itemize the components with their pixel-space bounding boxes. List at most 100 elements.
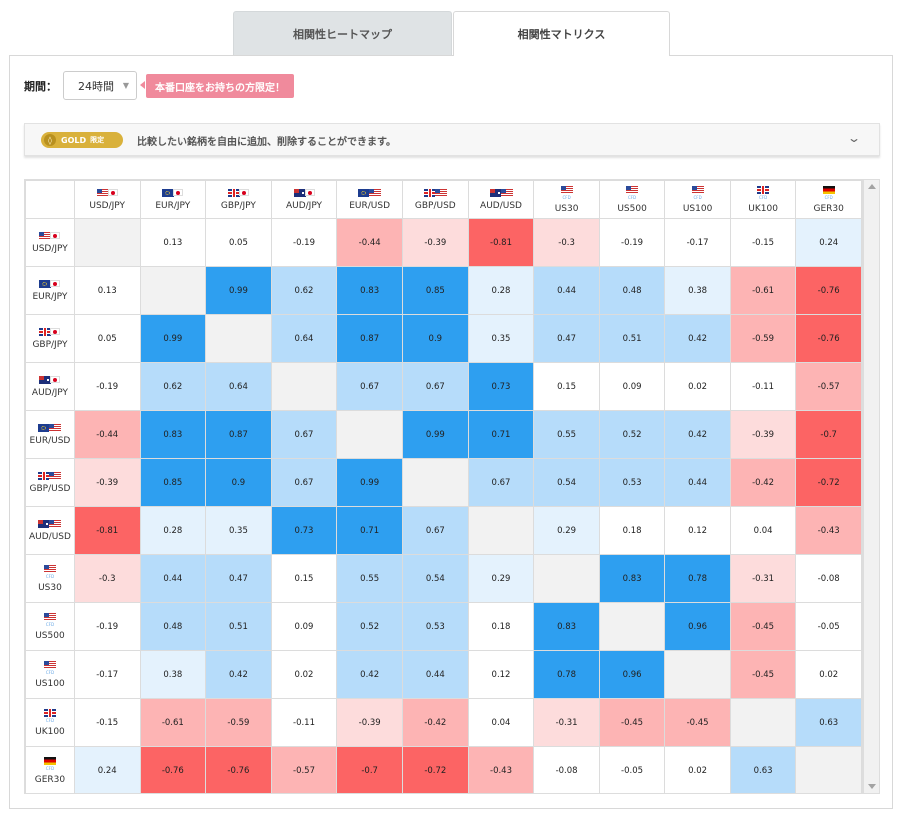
correlation-cell: 0.18	[598, 506, 666, 555]
flag-jp-icon	[238, 189, 249, 196]
correlation-cell: 0.05	[205, 218, 272, 267]
diagonal-cell	[533, 554, 600, 603]
flag-group	[38, 423, 62, 432]
correlation-cell: -0.7	[336, 746, 403, 793]
period-select[interactable]: 24時間 ▼	[63, 71, 137, 100]
column-header-label: AUD/JPY	[285, 201, 323, 211]
tab-heatmap[interactable]: 相関性ヒートマップ	[233, 11, 452, 55]
scroll-up-arrow-icon[interactable]	[868, 184, 876, 189]
correlation-cell: 0.09	[270, 602, 338, 651]
diagonal-cell	[336, 410, 403, 459]
diagonal-cell	[664, 650, 731, 699]
row-header: EUR/USD	[25, 410, 75, 459]
correlation-cell: 0.24	[73, 746, 141, 793]
correlation-cell: -0.59	[205, 698, 272, 747]
flag-us-icon	[49, 471, 62, 480]
row-header-label: GBP/JPY	[32, 340, 68, 350]
flag-group	[626, 186, 639, 195]
correlation-cell: -0.05	[795, 602, 862, 651]
correlation-cell: -0.72	[795, 458, 862, 507]
gold-badge: ◊ GOLD 限定	[41, 132, 123, 148]
correlation-cell: -0.43	[467, 746, 535, 793]
flag-group	[227, 188, 249, 197]
correlation-cell: -0.59	[729, 314, 797, 363]
correlation-cell: 0.63	[795, 698, 862, 747]
correlation-cell: 0.48	[139, 602, 207, 651]
flag-jp-icon	[50, 280, 61, 287]
cfd-tag: CFD	[562, 194, 571, 200]
matrix-row: AUD/JPY -0.19 0.62 0.64 0.67 0.67 0.73 0.15 0.09…	[25, 362, 862, 411]
correlation-cell: -0.7	[795, 410, 862, 459]
row-header-label: AUD/JPY	[31, 388, 68, 398]
diagonal-cell	[795, 746, 862, 793]
gold-feature-bar[interactable]: ◊ GOLD 限定 比較したい銘柄を自由に追加、削除することができます。 ⌄	[24, 123, 880, 156]
correlation-cell: -0.08	[795, 554, 862, 603]
correlation-cell: -0.45	[729, 650, 797, 699]
matrix-row: CFD US30 -0.3 0.44 0.47 0.15 0.55 0.54 0.29 0.83 0…	[25, 554, 862, 603]
matrix-row: CFD UK100 -0.15 -0.61 -0.59 -0.11 -0.39 -0.42 0.…	[25, 698, 862, 747]
flag-de-icon	[43, 757, 56, 765]
correlation-cell: 0.04	[729, 506, 797, 555]
chevron-down-icon: ▼	[122, 81, 129, 90]
correlation-cell: -0.39	[73, 458, 141, 507]
flag-us-icon	[96, 188, 109, 197]
column-header-label: US500	[617, 203, 647, 214]
matrix-scrollbar[interactable]	[863, 179, 880, 794]
correlation-cell: 0.99	[401, 410, 469, 459]
correlation-cell: 0.73	[467, 362, 535, 411]
flag-gb-icon	[757, 186, 770, 194]
matrix-row: CFD US100 -0.17 0.38 0.42 0.02 0.42 0.44 0.12 0.7…	[25, 650, 862, 699]
correlation-cell: 0.73	[270, 506, 338, 555]
flag-group	[489, 188, 513, 197]
correlation-cell: -0.81	[467, 218, 535, 267]
row-header-label: US100	[35, 678, 65, 689]
flag-au-icon	[38, 519, 51, 528]
correlation-cell: 0.02	[795, 650, 862, 699]
correlation-cell: 0.28	[467, 266, 535, 315]
flag-group	[691, 186, 704, 195]
tab-matrix[interactable]: 相関性マトリクス	[453, 11, 670, 56]
correlation-cell: 0.44	[401, 650, 469, 699]
flag-eu-icon	[358, 188, 371, 197]
flag-group	[43, 709, 56, 718]
flag-gb-icon	[43, 709, 56, 717]
correlation-cell: -0.31	[533, 698, 600, 747]
row-header: CFD UK100	[25, 698, 75, 747]
correlation-cell: 0.83	[533, 602, 600, 651]
correlation-cell: 0.47	[533, 314, 600, 363]
correlation-cell: 0.02	[270, 650, 338, 699]
flag-au-icon	[489, 188, 502, 197]
column-header: AUD/USD	[467, 180, 535, 219]
correlation-cell: -0.72	[401, 746, 469, 793]
column-header: CFD US30	[533, 180, 600, 219]
correlation-cell: 0.83	[139, 410, 207, 459]
column-header-label: GBP/JPY	[220, 201, 256, 211]
diagonal-cell	[467, 506, 535, 555]
flag-jp-icon	[50, 232, 61, 239]
diagonal-cell	[139, 266, 207, 315]
correlation-cell: -0.45	[598, 698, 666, 747]
column-header-label: EUR/JPY	[155, 201, 191, 211]
matrix-row: EUR/JPY 0.13 0.99 0.62 0.83 0.85 0.28 0.44 0.48 0…	[25, 266, 862, 315]
flag-group	[162, 188, 184, 197]
row-header: CFD US500	[25, 602, 75, 651]
correlation-cell: -0.39	[729, 410, 797, 459]
correlation-cell: 0.52	[598, 410, 666, 459]
matrix-row: CFD GER30 0.24 -0.76 -0.76 -0.57 -0.7 -0.72 -0.4…	[25, 746, 862, 793]
correlation-cell: 0.71	[467, 410, 535, 459]
correlation-cell: 0.13	[139, 218, 207, 267]
cfd-tag: CFD	[693, 194, 702, 200]
correlation-cell: -0.19	[73, 602, 141, 651]
expand-chevron-icon[interactable]: ⌄	[846, 131, 862, 145]
flag-stack: CFD	[822, 186, 835, 200]
flag-au-icon	[293, 188, 306, 197]
correlation-cell: 0.52	[336, 602, 403, 651]
column-header: GBP/JPY	[205, 180, 272, 219]
scroll-down-arrow-icon[interactable]	[868, 784, 876, 789]
column-header: CFD US100	[664, 180, 731, 219]
column-header: USD/JPY	[73, 180, 141, 219]
period-select-value: 24時間	[78, 79, 114, 93]
cfd-tag: CFD	[45, 765, 55, 771]
correlation-cell: 0.05	[73, 314, 141, 363]
flag-jp-icon	[173, 189, 184, 196]
